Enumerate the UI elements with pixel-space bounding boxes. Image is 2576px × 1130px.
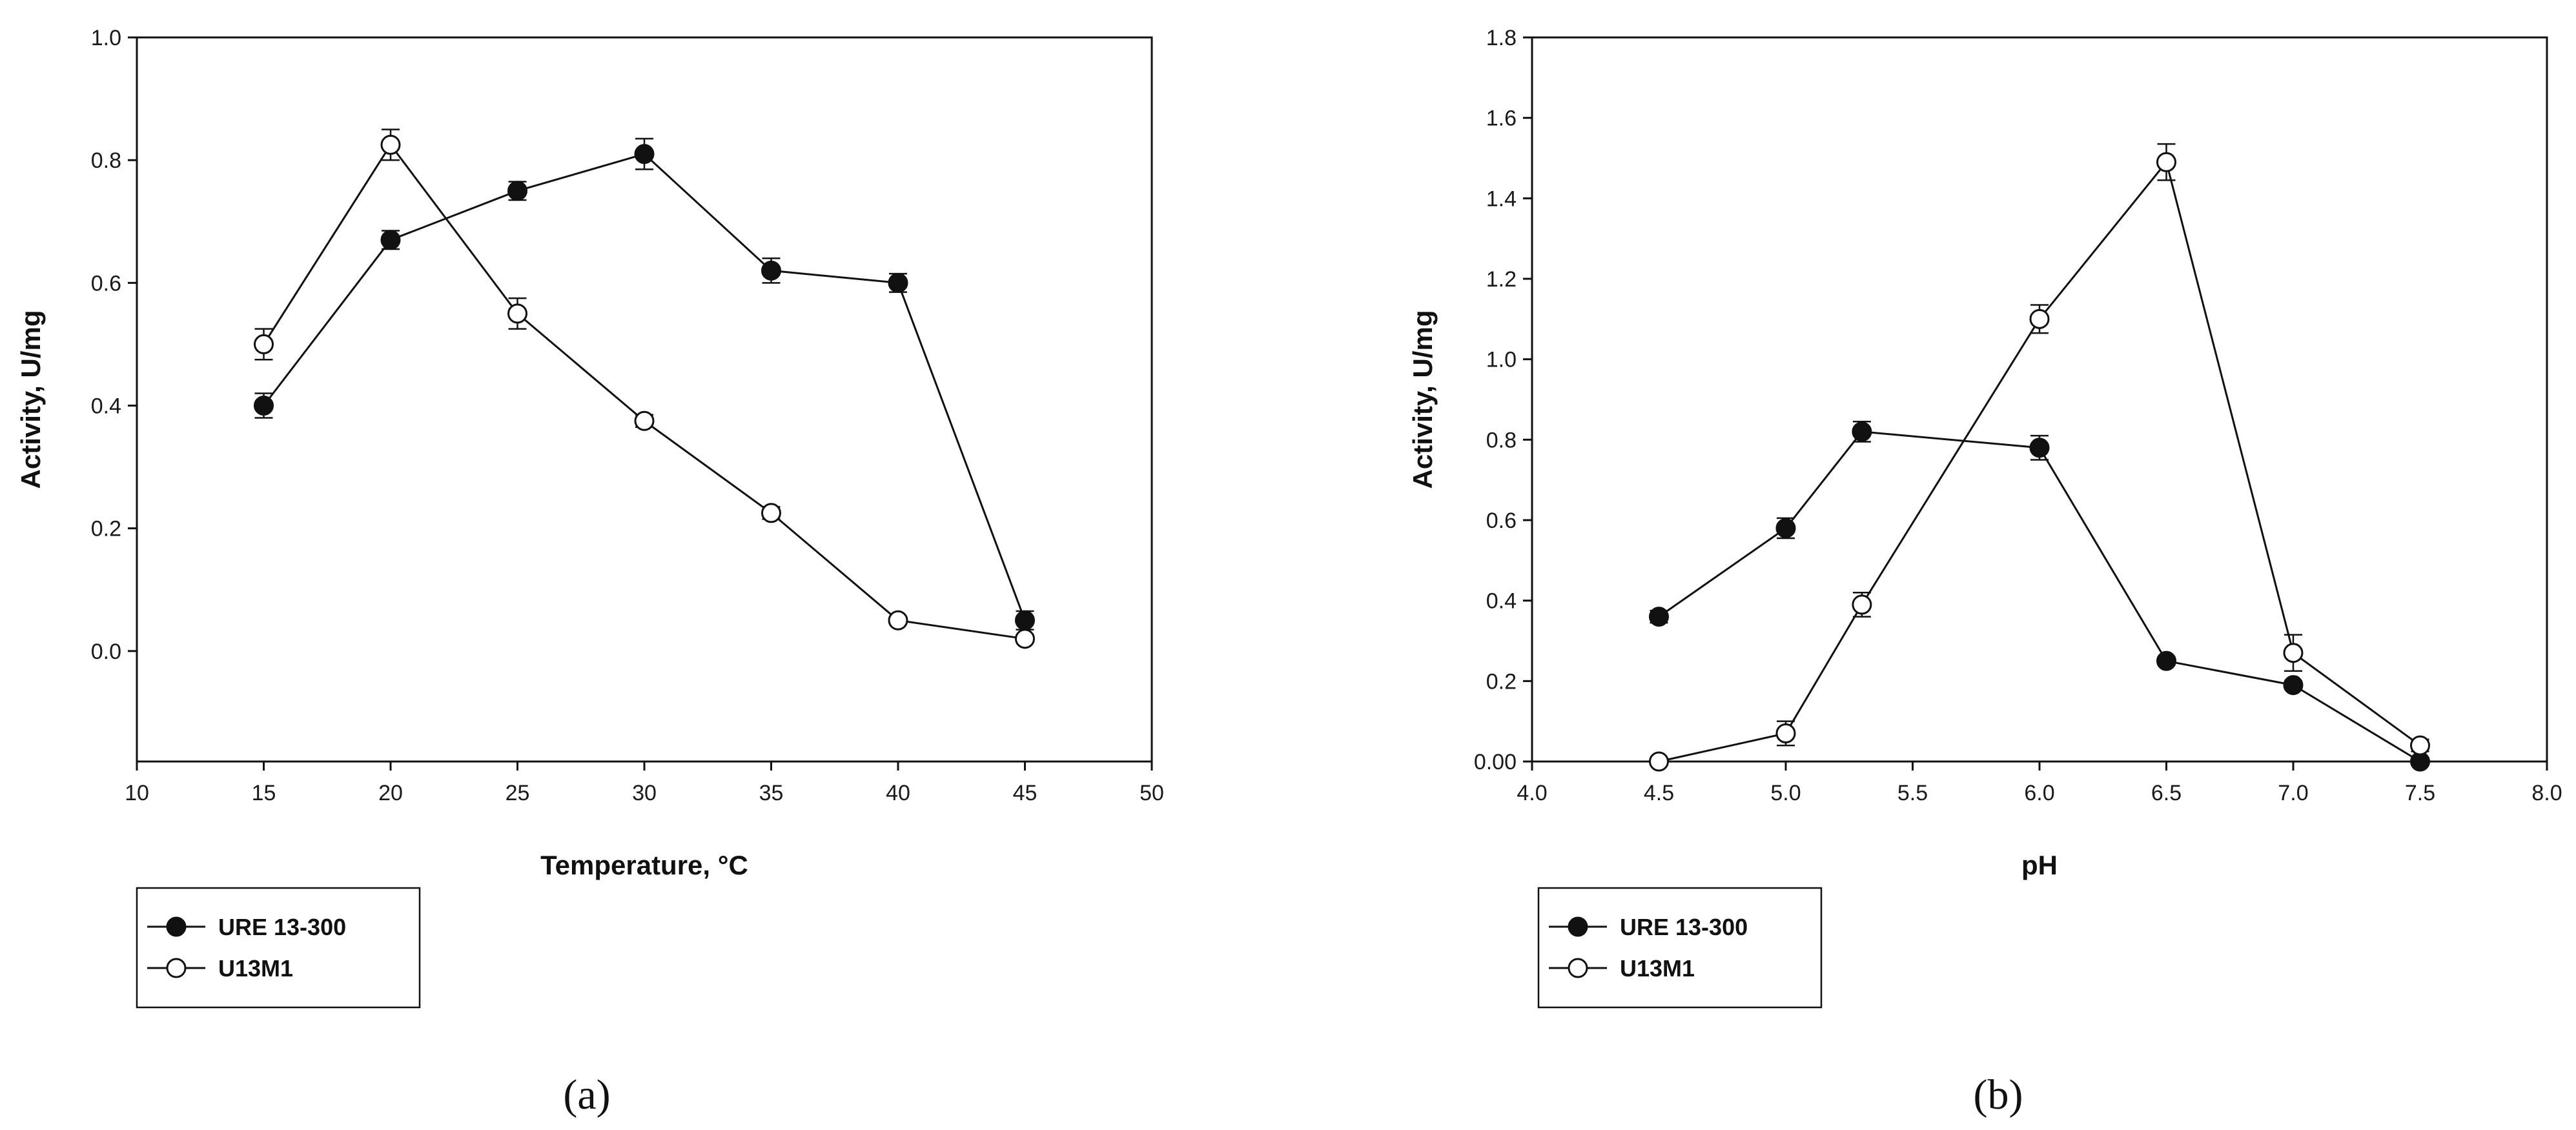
data-point-u13m1	[2156, 152, 2176, 172]
data-point-ure	[1852, 421, 1872, 442]
data-point-u13m1	[761, 503, 781, 523]
series-line-u13m1	[1659, 159, 2421, 763]
y-axis-label: Activity, U/mg	[1407, 310, 1438, 489]
x-tick-label: 5.5	[1897, 781, 1928, 805]
data-point-u13m1	[634, 410, 655, 431]
y-axis-label: Activity, U/mg	[15, 310, 46, 489]
legend: URE 13-300 U13M1	[1537, 887, 1823, 1009]
y-tick-label: 0.6	[1486, 509, 1517, 533]
series-line-ure	[1658, 430, 2421, 763]
y-tick-label: 0.4	[91, 394, 121, 419]
x-tick-label: 5.0	[1770, 781, 1801, 805]
series-line-ure	[263, 153, 1026, 621]
data-point-u13m1	[1015, 629, 1035, 649]
panel-caption-a: (a)	[563, 1071, 610, 1118]
y-tick-label: 0.8	[91, 148, 121, 173]
data-point-u13m1	[1649, 751, 1669, 772]
data-point-u13m1	[888, 610, 908, 631]
legend-label-u13m1: U13M1	[1620, 955, 1695, 982]
data-point-ure	[2156, 651, 2176, 671]
y-tick-label: 0.8	[1486, 428, 1517, 452]
y-tick-label: 0.6	[91, 271, 121, 296]
x-axis-label: pH	[2021, 850, 2058, 880]
data-point-ure	[1649, 607, 1669, 627]
data-point-u13m1	[1852, 594, 1872, 615]
x-tick-label: 35	[759, 781, 784, 805]
y-tick-label: 1.2	[1486, 267, 1517, 292]
data-point-ure	[2283, 675, 2304, 696]
panel-caption-b: (b)	[1974, 1071, 2023, 1118]
legend-box	[136, 887, 421, 1009]
series-line-u13m1	[263, 143, 1025, 640]
x-tick-label: 50	[1140, 781, 1164, 805]
y-tick-label: 1.6	[1486, 106, 1517, 131]
legend-marker-ure	[1568, 916, 1588, 937]
data-point-ure	[1775, 518, 1796, 538]
data-point-ure	[507, 181, 527, 201]
y-tick-label: 0.2	[1486, 669, 1517, 694]
x-tick-label: 40	[886, 781, 910, 805]
x-tick-label: 15	[252, 781, 276, 805]
x-axis-label: Temperature, °C	[540, 850, 748, 880]
y-axis: 0.0 0.2 0.4 0.6 0.8 1.0	[91, 26, 137, 664]
data-point-ure	[634, 144, 655, 165]
chart-panel-b: 4.0 4.5 5.0 5.5 6.0 6.5 7.0 7.5 8.0 0.000.20.40.…	[1407, 26, 2562, 1118]
y-tick-label: 0.00	[1474, 750, 1517, 774]
y-tick-label: 1.8	[1486, 26, 1517, 50]
data-point-u13m1	[1775, 723, 1796, 743]
y-tick-label: 1.0	[1486, 348, 1517, 372]
legend-marker-ure	[166, 916, 187, 937]
data-point-ure	[1015, 610, 1035, 631]
data-point-ure	[380, 230, 401, 250]
x-tick-label: 4.0	[1517, 781, 1547, 805]
data-point-ure	[888, 272, 908, 293]
series-layer	[1649, 143, 2430, 772]
legend-box	[1537, 887, 1823, 1009]
legend-marker-u13m1	[166, 958, 187, 978]
x-tick-label: 30	[632, 781, 657, 805]
x-tick-label: 6.0	[2024, 781, 2054, 805]
x-tick-label: 4.5	[1644, 781, 1674, 805]
x-tick-label: 20	[378, 781, 403, 805]
legend-marker-u13m1	[1568, 958, 1588, 978]
series-layer	[254, 128, 1035, 649]
x-tick-label: 7.0	[2278, 781, 2308, 805]
legend-label-ure: URE 13-300	[1620, 914, 1748, 940]
plot-frame	[1531, 36, 2548, 763]
x-axis: 10 15 20 25 30 35 40 45 50	[125, 762, 1164, 805]
x-tick-label: 7.5	[2405, 781, 2435, 805]
data-point-ure	[761, 260, 781, 281]
x-tick-label: 6.5	[2151, 781, 2182, 805]
legend-label-u13m1: U13M1	[218, 955, 293, 982]
y-axis: 0.00 0.2 0.4 0.6 0.8 1.0 1.2 1.4 1.6 1.8	[1474, 26, 1532, 774]
data-point-ure	[2029, 438, 2050, 458]
data-point-u13m1	[2283, 643, 2304, 663]
legend-label-ure: URE 13-300	[218, 914, 346, 940]
data-point-u13m1	[254, 334, 274, 354]
data-point-u13m1	[2029, 308, 2050, 329]
legend: URE 13-300 U13M1	[136, 887, 421, 1009]
x-tick-label: 25	[506, 781, 530, 805]
x-tick-label: 45	[1013, 781, 1038, 805]
x-tick-label: 8.0	[2531, 781, 2562, 805]
y-tick-label: 1.0	[91, 26, 121, 50]
y-tick-label: 0.0	[91, 640, 121, 664]
y-tick-label: 1.4	[1486, 187, 1517, 211]
data-point-u13m1	[507, 303, 527, 324]
data-point-ure	[254, 396, 274, 416]
data-point-u13m1	[380, 134, 401, 155]
data-point-u13m1	[2410, 735, 2430, 756]
y-tick-label: 0.2	[91, 517, 121, 541]
x-tick-label: 10	[125, 781, 149, 805]
x-axis: 4.0 4.5 5.0 5.5 6.0 6.5 7.0 7.5 8.0	[1517, 762, 2562, 805]
chart-panel-a: 10 15 20 25 30 35 40 45 50 0.0 0.2 0.4 0.6 0.8 1.0 Te…	[15, 26, 1164, 1118]
y-tick-label: 0.4	[1486, 589, 1517, 614]
